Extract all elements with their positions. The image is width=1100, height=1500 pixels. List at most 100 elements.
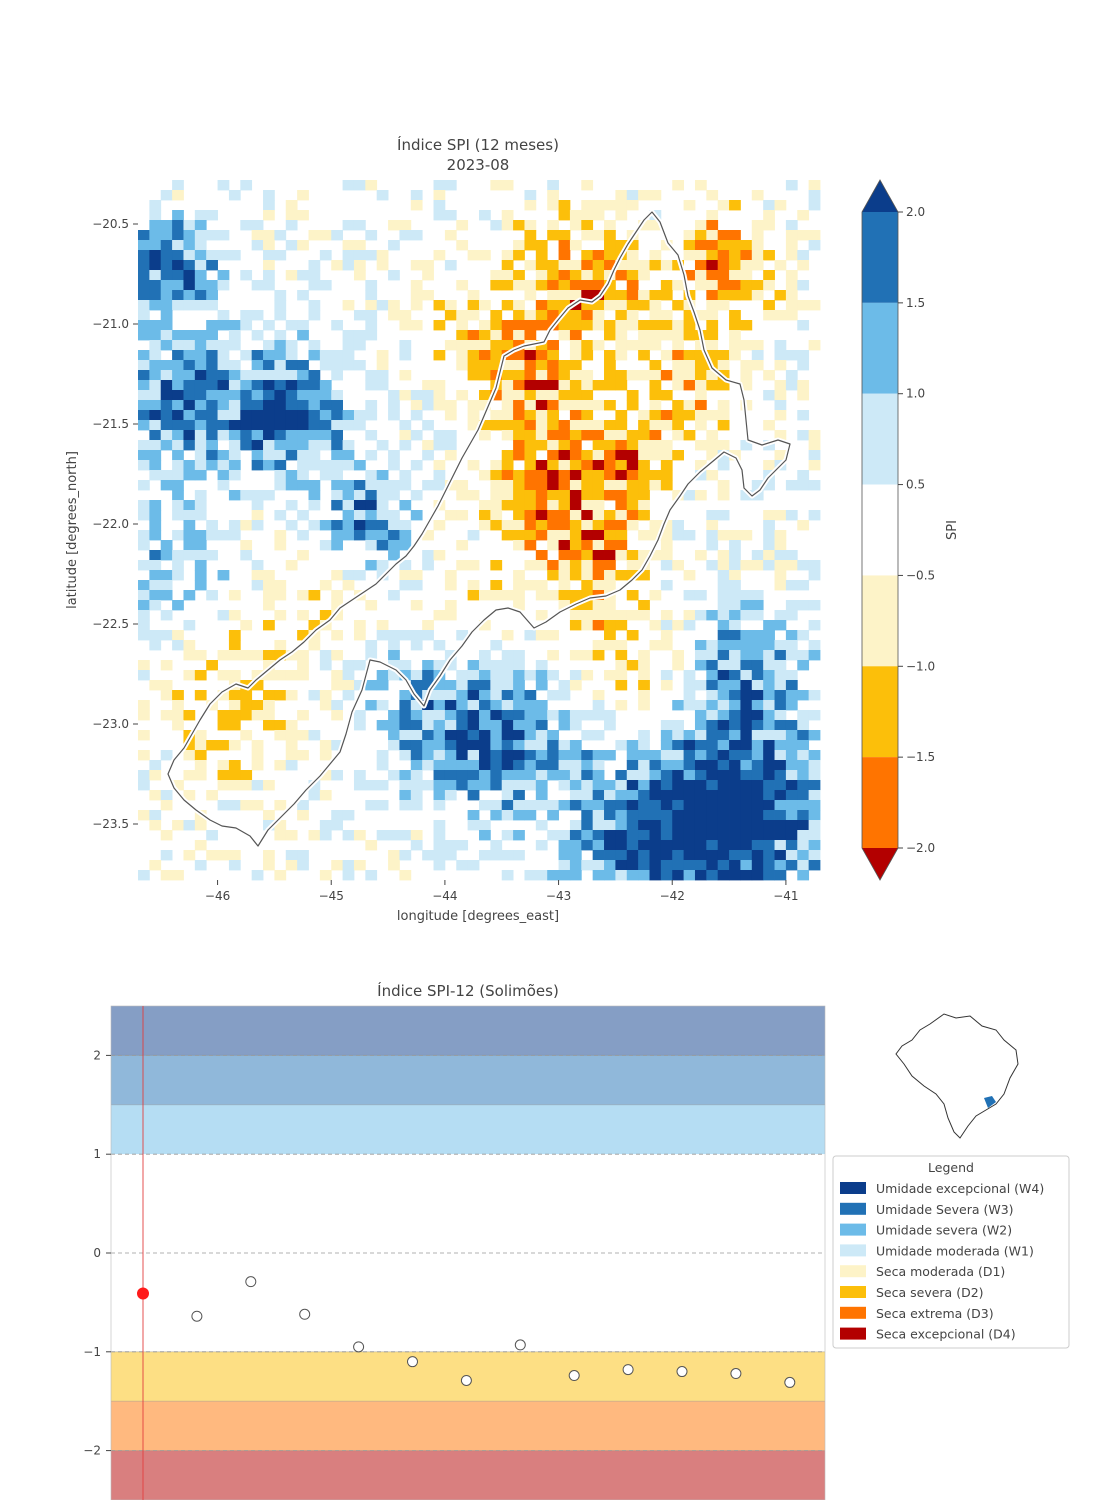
spi-cell (422, 750, 434, 761)
spi-cell (319, 820, 332, 831)
spi-cell (297, 370, 309, 381)
spi-cell (513, 790, 525, 801)
spi-cell (319, 750, 332, 761)
spi-cell (240, 410, 253, 421)
spi-cell (649, 260, 662, 271)
spi-cell (581, 400, 594, 411)
spi-cell (285, 270, 298, 281)
spi-cell (274, 670, 287, 681)
spi-cell (444, 660, 457, 671)
spi-cell (558, 430, 571, 441)
spi-cell (388, 670, 400, 681)
spi-cell (558, 240, 571, 251)
spi-cell (342, 510, 355, 521)
spi-cell (285, 500, 298, 511)
spi-cell (501, 500, 514, 511)
spi-cell (558, 580, 571, 591)
spi-cell (524, 480, 537, 491)
spi-cell (399, 420, 412, 431)
spi-cell (626, 560, 639, 571)
spi-cell (388, 860, 400, 871)
spi-cell (626, 820, 639, 831)
spi-cell (785, 650, 798, 661)
spi-cell (797, 410, 810, 421)
spi-cell (808, 710, 821, 721)
spi-cell (217, 610, 230, 621)
spi-cell (763, 630, 775, 641)
spi-cell (183, 510, 196, 521)
spi-cell (160, 280, 173, 291)
spi-cell (513, 770, 525, 781)
spi-cell (206, 210, 218, 221)
spi-cell (138, 360, 150, 371)
spi-cell (228, 700, 241, 711)
spi-point (622, 1364, 634, 1376)
spi-cell (558, 680, 571, 691)
spi-cell (672, 780, 684, 791)
spi-cell (172, 450, 184, 461)
spi-cell (615, 210, 628, 221)
spi-cell (331, 810, 343, 821)
spi-cell (206, 450, 218, 461)
spi-cell (444, 210, 457, 221)
spi-cell (206, 550, 218, 561)
spi-cell (649, 300, 662, 311)
spi-cell (183, 650, 196, 661)
spi-cell (717, 360, 730, 371)
spi-cell (797, 300, 810, 311)
spi-cell (604, 710, 616, 721)
spi-cell (660, 810, 673, 821)
spi-cell (240, 370, 253, 381)
spi-cell (660, 740, 673, 751)
spi-cell (251, 240, 264, 251)
spi-cell (706, 290, 719, 301)
spi-cell (797, 740, 810, 751)
spi-cell (626, 240, 639, 251)
spi-cell (763, 730, 775, 741)
spi-cell (524, 430, 537, 441)
spi-cell (797, 750, 810, 761)
spi-cell (513, 420, 525, 431)
spi-cell (240, 430, 253, 441)
spi-cell (740, 780, 753, 791)
spi-cell (388, 660, 400, 671)
spi-cell (626, 450, 639, 461)
spi-cell (456, 510, 469, 521)
spi-cell (433, 800, 446, 811)
spi-cell (490, 410, 503, 421)
spi-cell (353, 360, 366, 371)
spi-cell (456, 320, 469, 331)
spi-cell (729, 660, 741, 671)
spi-cell (569, 220, 582, 231)
spi-cell (763, 660, 775, 671)
spi-cell (729, 760, 741, 771)
spi-cell (638, 860, 650, 871)
spi-cell (717, 710, 730, 721)
spi-cell (172, 350, 184, 361)
spi-cell (785, 800, 798, 811)
spi-cell (228, 630, 241, 641)
spi-cell (626, 870, 639, 881)
spi-cell (194, 220, 207, 231)
spi-cell (581, 220, 594, 231)
spi-cell (479, 680, 491, 691)
spi-cell (353, 570, 366, 581)
spi-cell (513, 330, 525, 341)
spi-cell (263, 210, 275, 221)
spi-cell (501, 850, 514, 861)
spi-cell (729, 690, 741, 701)
spi-cell (433, 210, 446, 221)
spi-cell (672, 360, 684, 371)
spi-cell (274, 470, 287, 481)
spi-cell (740, 270, 753, 281)
spi-cell (297, 440, 309, 451)
spi-cell (808, 430, 821, 441)
spi-cell (615, 680, 628, 691)
spi-cell (535, 270, 548, 281)
spi-cell (547, 520, 559, 531)
spi-cell (149, 680, 162, 691)
spi-cell (342, 410, 355, 421)
spi-cell (422, 710, 434, 721)
spi-cell (638, 840, 650, 851)
spi-cell (285, 420, 298, 431)
